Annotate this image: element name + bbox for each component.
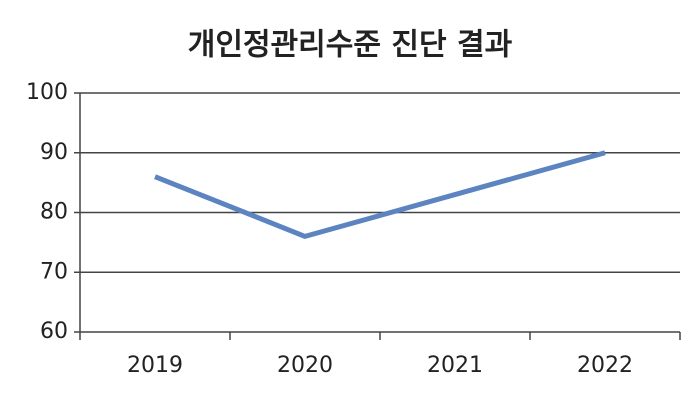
y-tick-label: 70 xyxy=(40,259,68,284)
chart-title: 개인정관리수준 진단 결과 xyxy=(188,28,513,63)
y-tick-label: 60 xyxy=(40,319,68,344)
x-tick-label: 2022 xyxy=(577,353,633,378)
y-tick-label: 100 xyxy=(26,80,68,105)
x-tick-label: 2020 xyxy=(277,353,333,378)
y-tick-label: 80 xyxy=(40,200,68,225)
data-line xyxy=(154,150,606,239)
y-tick-label: 90 xyxy=(40,140,68,165)
x-tick-label: 2019 xyxy=(127,353,183,378)
x-tick-label: 2021 xyxy=(427,353,483,378)
